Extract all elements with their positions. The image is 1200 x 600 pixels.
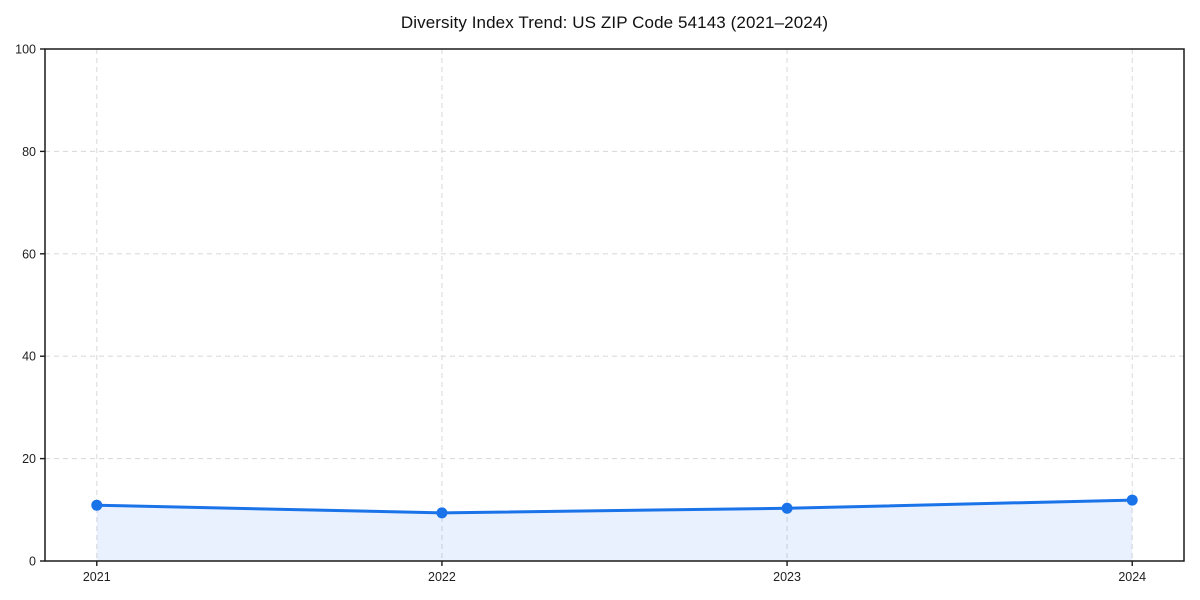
x-tick-label: 2024 (1118, 570, 1146, 584)
y-tick-label: 40 (22, 350, 36, 364)
data-point-2024 (1126, 494, 1138, 506)
y-tick-label: 20 (22, 452, 36, 466)
area-fill (96, 500, 1133, 561)
data-point-2021 (91, 499, 103, 511)
data-point-2022 (436, 507, 448, 519)
y-tick-label: 80 (22, 145, 36, 159)
chart-title: Diversity Index Trend: US ZIP Code 54143… (400, 13, 829, 32)
y-tick-label: 60 (22, 247, 36, 261)
x-tick-label: 2023 (773, 570, 801, 584)
x-tick-label: 2021 (83, 570, 111, 584)
y-tick-label: 0 (29, 555, 36, 569)
y-tick-label: 100 (15, 43, 36, 57)
trend-line (95, 498, 1134, 515)
x-tick-label: 2022 (428, 570, 456, 584)
data-point-2023 (781, 502, 793, 514)
plot-border (44, 48, 1185, 562)
